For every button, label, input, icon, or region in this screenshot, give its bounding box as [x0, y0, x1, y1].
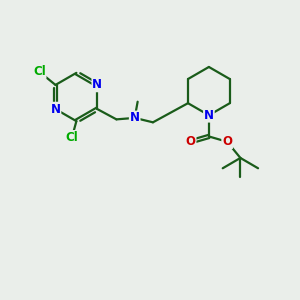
- Text: Cl: Cl: [33, 65, 46, 78]
- Text: N: N: [50, 103, 61, 116]
- Text: N: N: [130, 111, 140, 124]
- Text: Cl: Cl: [66, 131, 78, 144]
- Text: N: N: [92, 78, 102, 92]
- Text: O: O: [222, 135, 232, 148]
- Text: N: N: [204, 109, 214, 122]
- Text: O: O: [186, 135, 196, 148]
